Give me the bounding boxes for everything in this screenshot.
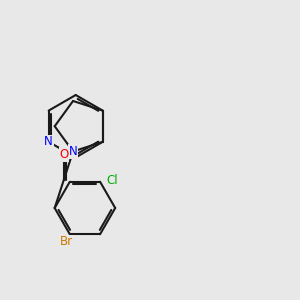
Text: Cl: Cl xyxy=(106,174,118,187)
Text: O: O xyxy=(59,148,68,161)
Text: Br: Br xyxy=(60,235,74,248)
Text: N: N xyxy=(44,135,53,148)
Text: N: N xyxy=(69,145,77,158)
